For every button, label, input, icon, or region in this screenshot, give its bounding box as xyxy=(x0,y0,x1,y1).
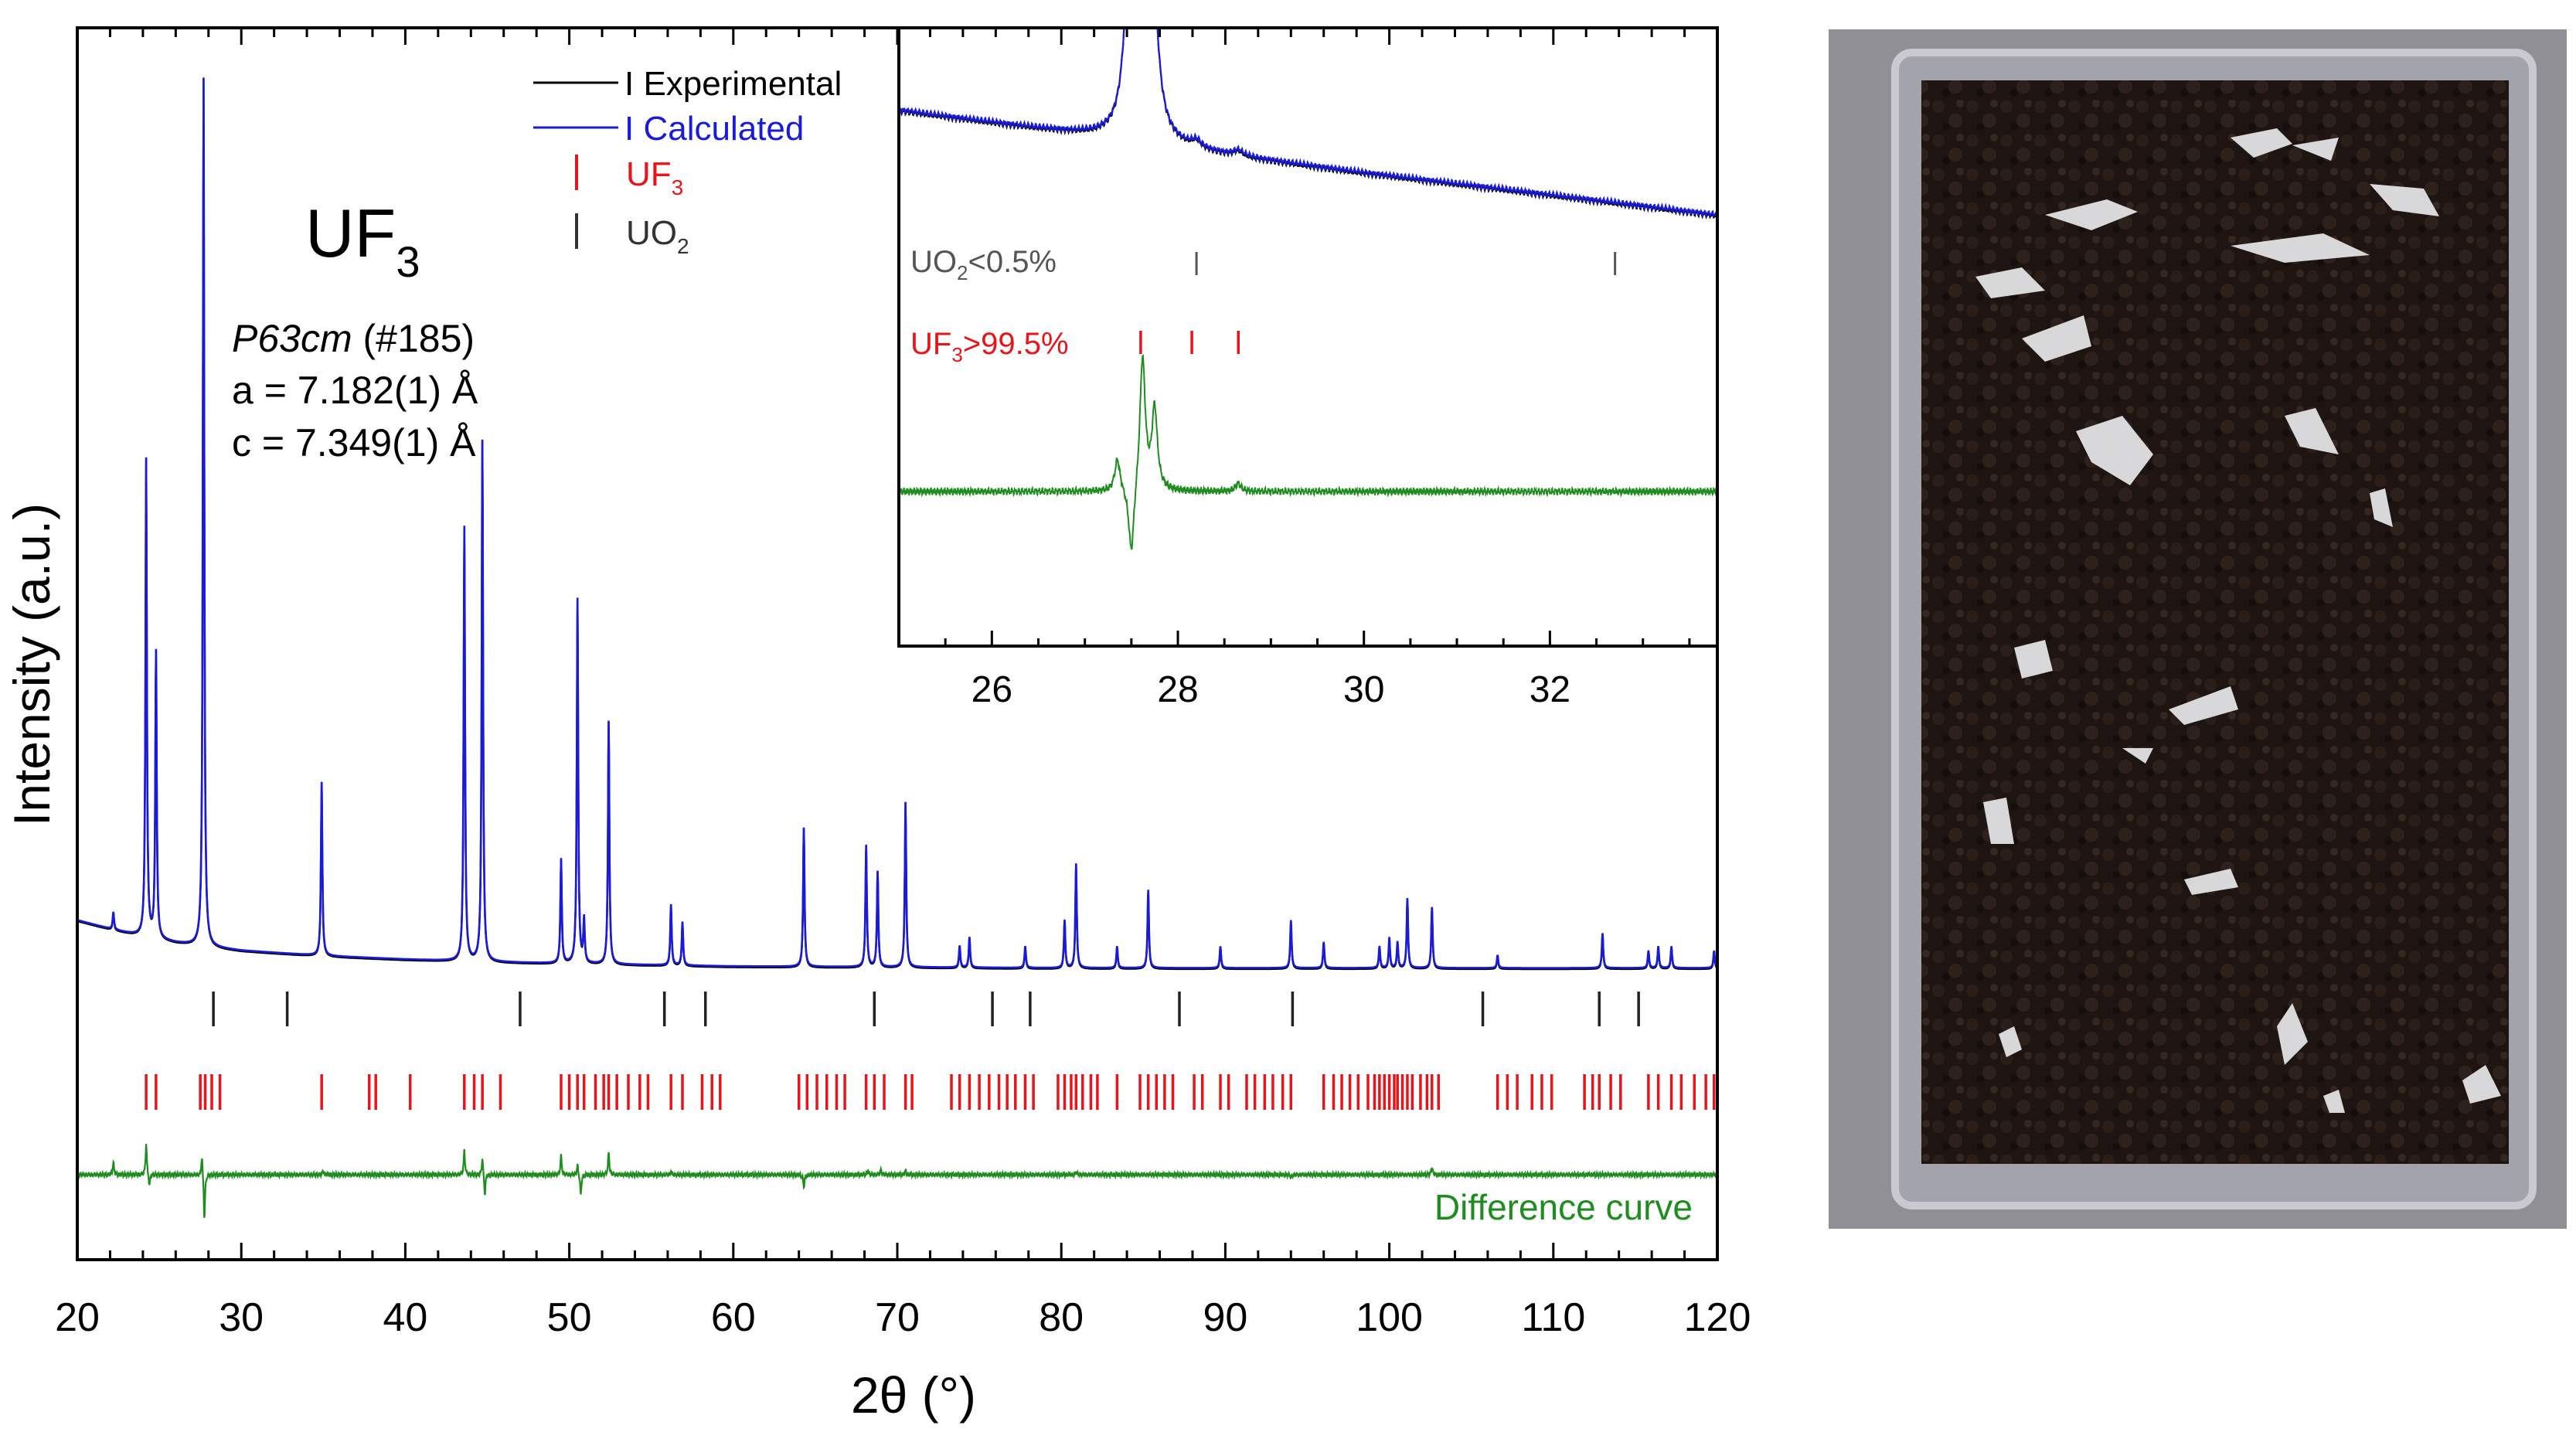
x-tick-label: 50 xyxy=(547,1295,592,1340)
lattice-a-label: a = 7.182(1) Å xyxy=(232,369,478,412)
inset-x-tick-label: 30 xyxy=(1343,669,1384,710)
space-group-label: P63cm (#185) xyxy=(232,317,475,360)
x-tick-label: 80 xyxy=(1039,1295,1084,1340)
legend-calculated-label: I Calculated xyxy=(624,110,804,148)
difference-curve-label: Difference curve xyxy=(1434,1187,1693,1227)
series-calculated-line xyxy=(77,77,1718,969)
inset-uo2-label: UO2<0.5% xyxy=(910,245,1057,284)
x-tick-label: 110 xyxy=(1521,1295,1585,1340)
legend-uf3-label: UF3 xyxy=(626,155,683,199)
inset-x-tick-label: 28 xyxy=(1157,669,1198,710)
compound-label: UF3 xyxy=(305,195,420,286)
inset-calculated-line xyxy=(899,28,1717,219)
x-tick-label: 40 xyxy=(383,1295,427,1340)
sample-photo-drawing xyxy=(1829,29,2567,1229)
inset-background xyxy=(899,28,1717,646)
inset-difference-line xyxy=(899,354,1717,550)
x-tick-label: 20 xyxy=(55,1295,100,1340)
legend-uo2-label: UO2 xyxy=(626,214,689,258)
lattice-c-label: c = 7.349(1) Å xyxy=(232,421,476,464)
inset-x-tick-label: 26 xyxy=(972,669,1012,710)
series-experimental-line xyxy=(77,78,1718,971)
x-tick-label: 60 xyxy=(711,1295,756,1340)
frame-layer: 20 30 40 50 60 70 80 90 100 110 120 xyxy=(55,26,1751,1340)
white-residue xyxy=(1975,128,2501,1113)
legend-experimental-label: I Experimental xyxy=(624,65,842,103)
inset-x-tick-label: 32 xyxy=(1530,669,1570,710)
main-chart: 26 28 30 32 20 30 40 50 60 70 80 90 100 110 120 2θ (°… xyxy=(3,26,1751,1424)
inset-uf3-label: UF3>99.5% xyxy=(910,327,1069,366)
main-plot-layer xyxy=(76,77,1718,1218)
x-tick-label: 120 xyxy=(1684,1295,1751,1340)
x-tick-label: 90 xyxy=(1203,1295,1247,1340)
y-axis-label: Intensity (a.u.) xyxy=(3,503,60,826)
inset-series-group xyxy=(899,28,1717,550)
sample-photo xyxy=(1829,29,2567,1229)
x-tick-label: 30 xyxy=(219,1295,264,1340)
series-difference-line xyxy=(76,1144,1718,1218)
x-axis-label: 2θ (°) xyxy=(851,1366,976,1424)
tray-contents xyxy=(1921,80,2509,1164)
x-tick-label: 100 xyxy=(1356,1295,1423,1340)
legend: I Experimental I Calculated UF3 UO2 xyxy=(533,65,842,258)
x-tick-label: 70 xyxy=(875,1295,920,1340)
